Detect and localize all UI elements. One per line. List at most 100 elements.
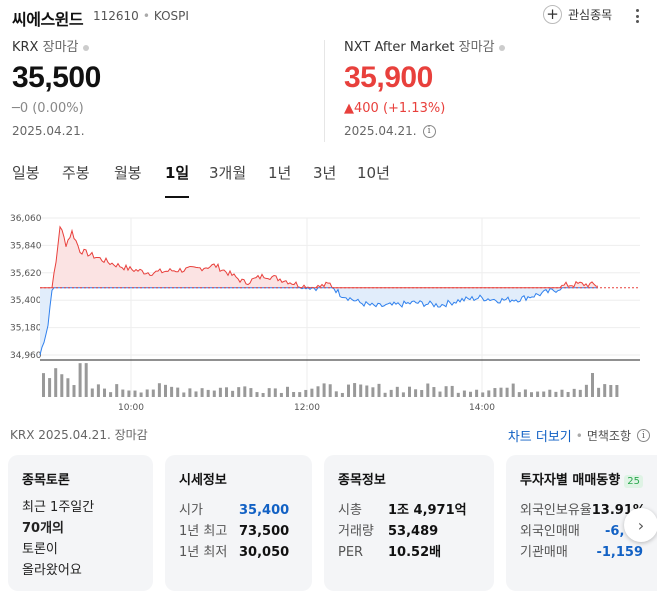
next-card-button[interactable]: › [624, 508, 657, 542]
info-icon[interactable]: i [637, 429, 650, 442]
volume-bar [493, 388, 497, 397]
volume-bar [255, 392, 259, 397]
tab-1year[interactable]: 1년 [268, 164, 292, 182]
volume-bar [103, 388, 106, 397]
volume-bar [322, 383, 326, 397]
volume-bar [151, 389, 155, 397]
volume-bar [115, 384, 119, 397]
volume-bar [157, 383, 161, 397]
krx-market-status: 장마감 [42, 40, 79, 55]
volume-bar [554, 391, 558, 397]
volume-bar [334, 391, 338, 397]
volume-bar [591, 373, 594, 397]
price-divider [324, 40, 325, 142]
stock-info-title: 종목정보 [338, 473, 386, 488]
volume-bar [377, 383, 381, 397]
tab-monthly[interactable]: 월봉 [114, 164, 142, 182]
volume-bar [133, 390, 137, 397]
volume-bar [347, 384, 350, 397]
tab-3years[interactable]: 3년 [313, 164, 337, 182]
volume-bar [279, 392, 283, 397]
volume-bar [66, 378, 70, 397]
volume-bar [365, 385, 369, 397]
volume-bar [121, 389, 125, 397]
quote-row: 시가 35,400 [179, 503, 290, 518]
volume-bar [353, 383, 357, 397]
x-tick-label: 14:00 [469, 403, 495, 413]
y-tick-label: 35,400 [10, 296, 42, 306]
y-tick-label: 34,960 [10, 351, 42, 361]
volume-bar [420, 390, 424, 397]
volume-bar [90, 388, 94, 397]
volume-bar [438, 391, 442, 397]
stock-info-card[interactable]: 종목정보 시총 1조 4,971억 거래량 53,489 PER 10.52배 [324, 455, 494, 591]
volume-bar [560, 389, 564, 397]
y-tick-label: 35,620 [10, 269, 42, 279]
volume-bar [359, 384, 363, 397]
footer-separator: • [575, 428, 583, 443]
volume-bar [139, 392, 143, 397]
stock-name: 씨에스윈드 [12, 10, 84, 29]
watchlist-label: 관심종목 [568, 8, 613, 22]
discussion-line: 70개의 [22, 521, 65, 536]
volume-bar [401, 392, 405, 397]
tab-weekly[interactable]: 주봉 [62, 164, 90, 182]
tab-daily[interactable]: 일봉 [12, 164, 40, 182]
intraday-price-chart[interactable]: 36,060 35,840 35,620 35,400 35,180 34,960 10:… [0, 205, 657, 420]
volume-bar [78, 363, 82, 397]
price-area-down [40, 287, 598, 356]
info-row: 시총 1조 4,971억 [338, 503, 467, 518]
discussion-line: 올라왔어요 [22, 563, 82, 578]
tab-10years[interactable]: 10년 [357, 164, 390, 182]
volume-bar [328, 384, 332, 397]
discussion-line: 토론이 [22, 542, 58, 557]
status-dot-icon [82, 44, 89, 51]
krx-market-name: KRX [12, 40, 39, 55]
tab-3months[interactable]: 3개월 [209, 164, 247, 182]
quote-row: 1년 최고 73,500 [179, 524, 290, 539]
volume-bar [54, 368, 58, 397]
quote-info-card[interactable]: 시세정보 시가 35,400 1년 최고 73,500 1년 최저 30,050 [165, 455, 312, 591]
volume-bar [517, 392, 521, 397]
nxt-date-text: 2025.04.21. [344, 124, 417, 138]
volume-bar [286, 386, 289, 397]
plus-icon: + [543, 5, 562, 24]
volume-bar [597, 387, 601, 397]
nxt-market-label: NXT After Market 장마감 [344, 36, 505, 55]
y-tick-label: 35,840 [10, 241, 42, 251]
volume-bar [389, 389, 393, 397]
disclaimer-link[interactable]: 면책조항 [586, 429, 631, 443]
investor-row: 외국인매매 -6, [520, 524, 625, 539]
volume-bar [444, 386, 448, 397]
add-watchlist-button[interactable]: + 관심종목 [543, 5, 612, 24]
volume-bar [225, 387, 228, 397]
volume-bar [261, 392, 265, 397]
volume-bar [84, 363, 88, 397]
volume-bar [505, 387, 509, 397]
chart-period-tabs: 일봉 주봉 월봉 1일 3개월 1년 3년 10년 [0, 160, 657, 200]
volume-bar [475, 389, 479, 397]
discussion-card[interactable]: 종목토론 최근 1주일간 70개의 토론이 올라왔어요 [8, 455, 153, 591]
nxt-date: 2025.04.21. i [344, 124, 505, 138]
chart-more-link[interactable]: 차트 더보기 [507, 430, 572, 445]
info-icon[interactable]: i [422, 124, 436, 138]
volume-bar [304, 389, 308, 397]
more-options-icon[interactable] [630, 6, 644, 26]
volume-bar [487, 390, 491, 397]
krx-date: 2025.04.21. [12, 124, 101, 138]
tab-1day[interactable]: 1일 [165, 162, 190, 198]
info-row: 거래량 53,489 [338, 524, 439, 539]
quote-row: 1년 최저 30,050 [179, 545, 290, 560]
volume-bar [243, 386, 247, 397]
volume-bar [615, 385, 619, 397]
volume-bar [408, 386, 411, 397]
volume-bar [109, 392, 113, 397]
investor-title: 투자자별 매매동향 25 [520, 469, 643, 488]
y-tick-label: 36,060 [10, 214, 42, 224]
krx-date-text: 2025.04.21. [12, 124, 85, 138]
krx-price-change: ─0 (0.00%) [12, 101, 84, 116]
volume-bar [450, 385, 454, 397]
volume-bar [42, 373, 45, 397]
discussion-title: 종목토론 [22, 473, 70, 488]
volume-bar [432, 387, 436, 397]
